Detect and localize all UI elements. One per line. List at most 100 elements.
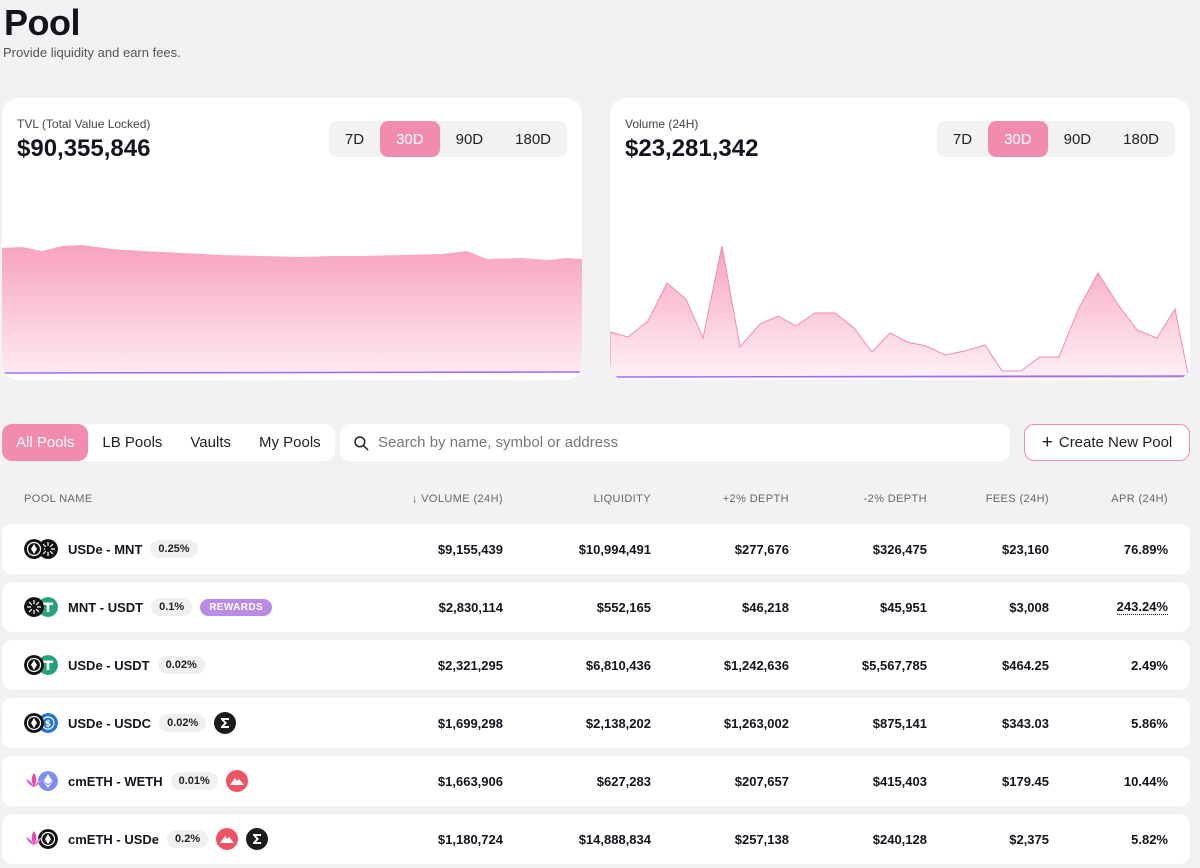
create-new-pool-label: Create New Pool [1058, 434, 1173, 451]
plus-depth-cell: $207,657 [734, 773, 789, 789]
tab-lb-pools[interactable]: LB Pools [102, 434, 163, 451]
apr-cell: 2.49% [1131, 657, 1168, 673]
volume-area [610, 245, 1190, 378]
header-volume[interactable]: ↓ VOLUME (24H) [411, 493, 503, 505]
tvl-range-180d[interactable]: 180D [515, 130, 551, 148]
tvl-label: TVL (Total Value Locked) [17, 117, 151, 131]
volume-cell: $1,699,298 [437, 715, 503, 731]
pool-pair-name: cmETH - USDe [68, 831, 160, 847]
tvl-area [2, 245, 582, 372]
usde-token-icon [24, 539, 44, 559]
volume-line [610, 375, 1190, 378]
pair-info: USDe - USDT 0.02% [68, 640, 205, 690]
pair-info: MNT - USDT 0.1% REWARDS [68, 582, 273, 632]
volume-cell: $9,155,439 [437, 541, 503, 557]
mountain-reward-icon[interactable] [216, 828, 239, 850]
fee-tier-badge: 0.02% [159, 714, 207, 732]
plus-depth-cell: $1,263,002 [723, 715, 789, 731]
liquidity-cell: $2,138,202 [585, 715, 651, 731]
table-row[interactable]: MNT - USDT 0.1% REWARDS $2,830,114 $552,… [2, 582, 1190, 632]
token-pair-icons [24, 771, 64, 791]
tab-all-pools[interactable]: All Pools [2, 424, 89, 461]
header-apr[interactable]: APR (24H) [1111, 493, 1168, 505]
liquidity-cell: $627,283 [596, 773, 651, 789]
fee-tier-badge: 0.01% [170, 772, 218, 790]
volume-cell: $1,180,724 [437, 831, 503, 847]
fees-cell: $23,160 [1002, 541, 1049, 557]
minus-depth-cell: $415,403 [872, 773, 927, 789]
header-plus-depth[interactable]: +2% DEPTH [722, 493, 789, 505]
apr-cell: 10.44% [1123, 773, 1168, 789]
fees-cell: $464.25 [1002, 657, 1049, 673]
usdt-token-icon [38, 597, 58, 617]
apr-value[interactable]: 243.24% [1116, 599, 1168, 615]
volume-range-selector: 7D 30D 90D 180D [936, 121, 1175, 157]
tab-vaults[interactable]: Vaults [190, 434, 231, 451]
volume-cell: $1,663,906 [437, 773, 503, 789]
plus-depth-cell: $277,676 [734, 541, 789, 557]
fee-tier-badge: 0.25% [150, 540, 198, 558]
volume-range-180d[interactable]: 180D [1123, 130, 1159, 148]
table-row[interactable]: cmETH - WETH 0.01% $1,663,906 $627,283 $… [2, 756, 1190, 806]
pair-info: cmETH - WETH 0.01% [68, 756, 248, 806]
weth-token-icon [38, 771, 58, 791]
tvl-range-30d[interactable]: 30D [380, 121, 440, 157]
token-pair-icons [24, 829, 64, 849]
token-pair-icons [24, 655, 64, 675]
search-input[interactable] [378, 434, 978, 451]
pair-info: USDe - USDC 0.02% [68, 698, 237, 748]
usde-token-icon [24, 655, 44, 675]
plus-depth-cell: $46,218 [742, 599, 789, 615]
search-bar [340, 424, 1010, 461]
minus-depth-cell: $45,951 [880, 599, 927, 615]
volume-range-30d[interactable]: 30D [988, 121, 1048, 157]
liquidity-cell: $6,810,436 [585, 657, 651, 673]
tvl-range-7d[interactable]: 7D [344, 130, 365, 148]
search-icon [354, 435, 369, 450]
volume-cell: $2,321,295 [437, 657, 503, 673]
volume-range-7d[interactable]: 7D [952, 130, 973, 148]
tvl-area-chart [2, 245, 582, 374]
table-row[interactable]: $ USDe - USDC 0.02% $1,699,298 $2,138,20… [2, 698, 1190, 748]
pool-pair-name: USDe - USDC [68, 715, 152, 731]
liquidity-cell: $10,994,491 [578, 541, 651, 557]
token-pair-icons [24, 597, 64, 617]
header-liquidity[interactable]: LIQUIDITY [593, 493, 651, 505]
pool-pair-name: cmETH - WETH [68, 773, 163, 789]
table-row[interactable]: USDe - MNT 0.25% $9,155,439 $10,994,491 … [2, 524, 1190, 574]
pool-pair-name: MNT - USDT [68, 599, 144, 615]
volume-label: Volume (24H) [625, 117, 699, 131]
apr-cell: 5.86% [1131, 715, 1168, 731]
fee-tier-badge: 0.2% [167, 830, 209, 848]
mountain-reward-icon[interactable] [225, 770, 248, 792]
fee-tier-badge: 0.1% [151, 598, 193, 616]
fees-cell: $343.03 [1002, 715, 1049, 731]
create-new-pool-button[interactable]: + Create New Pool [1024, 424, 1190, 461]
token-pair-icons: $ [24, 713, 64, 733]
mnt-token-icon [38, 539, 58, 559]
pool-pair-name: USDe - USDT [68, 657, 150, 673]
mnt-token-icon [24, 597, 44, 617]
apr-cell[interactable]: 243.24% [1070, 582, 1168, 632]
plus-depth-cell: $257,138 [734, 831, 789, 847]
minus-depth-cell: $326,475 [872, 541, 927, 557]
pair-info: USDe - MNT 0.25% [68, 524, 198, 574]
header-fees[interactable]: FEES (24H) [985, 493, 1049, 505]
ethena-icon[interactable] [214, 712, 237, 734]
header-minus-depth[interactable]: -2% DEPTH [863, 493, 927, 505]
tab-my-pools[interactable]: My Pools [258, 434, 321, 451]
rewards-badge[interactable]: REWARDS [200, 598, 273, 616]
apr-cell: 76.89% [1123, 541, 1168, 557]
header-pool-name[interactable]: POOL NAME [24, 493, 93, 505]
volume-value: $23,281,342 [625, 135, 759, 162]
plus-depth-cell: $1,242,636 [723, 657, 789, 673]
ethena-icon[interactable] [246, 828, 269, 850]
table-row[interactable]: USDe - USDT 0.02% $2,321,295 $6,810,436 … [2, 640, 1190, 690]
tvl-range-90d[interactable]: 90D [455, 130, 484, 148]
table-row[interactable]: cmETH - USDe 0.2% $1,180,724 $14,888,834… [2, 814, 1190, 864]
volume-area-chart [610, 245, 1190, 378]
svg-text:$: $ [45, 720, 51, 730]
minus-depth-cell: $5,567,785 [861, 657, 927, 673]
fees-cell: $2,375 [1009, 831, 1049, 847]
volume-range-90d[interactable]: 90D [1063, 130, 1092, 148]
